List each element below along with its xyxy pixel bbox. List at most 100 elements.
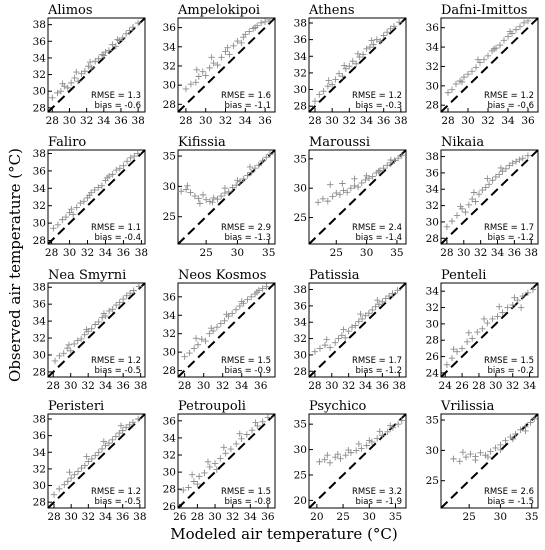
x-tick-label: 28 xyxy=(46,115,59,127)
data-point xyxy=(472,198,479,205)
y-tick-label: 32 xyxy=(33,200,46,212)
data-point xyxy=(374,296,381,304)
data-point xyxy=(469,195,476,203)
x-tick-label: 30 xyxy=(325,380,338,392)
y-tick-label: 30 xyxy=(294,444,307,456)
x-tick-label: 34 xyxy=(359,380,373,392)
x-tick-label: 30 xyxy=(199,115,212,127)
y-tick-label: 34 xyxy=(33,447,47,459)
data-point xyxy=(387,422,394,429)
rmse-label: RMSE = 2.6 xyxy=(484,487,534,497)
data-point xyxy=(362,176,369,184)
plot-frame xyxy=(308,17,407,113)
x-tick-label: 34 xyxy=(239,115,253,127)
data-point xyxy=(332,76,339,83)
y-tick-label: 38 xyxy=(33,148,46,160)
data-point xyxy=(248,427,256,434)
bias-label: bias = -0.3 xyxy=(355,101,402,111)
data-point xyxy=(487,448,494,455)
data-point xyxy=(259,418,266,425)
y-tick-label: 30 xyxy=(426,216,439,228)
y-tick-label: 34 xyxy=(426,42,440,54)
data-point xyxy=(504,304,511,311)
y-tick-label: 32 xyxy=(33,463,46,475)
data-point xyxy=(319,195,327,202)
y-tick-label: 30 xyxy=(294,349,307,361)
data-point xyxy=(368,37,375,44)
panel-title: Dafni-Imittos xyxy=(441,3,527,18)
y-tick-label: 28 xyxy=(163,365,176,377)
x-tick-label: 30 xyxy=(494,511,507,523)
bias-label: bias = -0.6 xyxy=(487,101,534,111)
data-point xyxy=(379,298,386,305)
data-point xyxy=(80,198,88,205)
data-point xyxy=(347,184,355,192)
data-point xyxy=(254,422,261,430)
data-point xyxy=(182,186,190,193)
x-tick-label: 35 xyxy=(262,247,275,259)
panel-title: Psychico xyxy=(309,399,367,414)
panel-title: Kifissia xyxy=(178,135,226,150)
data-point xyxy=(333,189,340,197)
data-point xyxy=(512,158,520,165)
y-tick-label: 30 xyxy=(294,183,307,195)
rmse-label: RMSE = 1.2 xyxy=(91,356,141,366)
data-point xyxy=(377,38,384,45)
data-point xyxy=(238,298,245,305)
y-tick-label: 24 xyxy=(426,367,440,379)
data-point xyxy=(64,478,71,485)
data-point xyxy=(263,283,270,290)
data-point xyxy=(443,361,451,368)
data-point xyxy=(193,66,201,73)
rmse-label: RMSE = 2.9 xyxy=(221,223,271,233)
x-tick-label: 24 xyxy=(439,380,453,392)
data-point xyxy=(511,294,518,301)
y-tick-label: 28 xyxy=(294,366,307,378)
panel-title: Peristeri xyxy=(48,399,104,414)
data-point xyxy=(489,177,496,184)
data-point xyxy=(259,157,266,165)
data-point xyxy=(354,50,362,57)
bias-label: bias = -1.1 xyxy=(224,101,271,111)
data-point xyxy=(232,306,240,313)
rmse-label: RMSE = 1.3 xyxy=(91,91,141,101)
x-tick-label: 32 xyxy=(82,511,95,523)
panel-title: Ampelokipoi xyxy=(177,3,260,18)
data-point xyxy=(59,80,66,87)
y-tick-label: 34 xyxy=(33,316,47,328)
data-point xyxy=(376,167,384,174)
data-point xyxy=(123,292,130,299)
data-point xyxy=(186,349,193,357)
plot-frame xyxy=(440,17,539,113)
y-tick-label: 30 xyxy=(163,181,176,193)
data-point xyxy=(129,419,137,426)
data-point xyxy=(512,26,520,33)
x-tick-label: 25 xyxy=(336,511,349,523)
data-point xyxy=(398,152,405,159)
x-tick-label: 34 xyxy=(97,115,111,127)
y-tick-label: 38 xyxy=(33,413,46,425)
data-point xyxy=(226,51,233,58)
x-tick-label: 36 xyxy=(521,115,535,127)
rmse-label: RMSE = 1.5 xyxy=(484,356,534,366)
data-point xyxy=(248,293,255,301)
x-tick-label: 30 xyxy=(208,511,221,523)
data-point xyxy=(56,352,63,360)
x-tick-label: 30 xyxy=(360,247,373,259)
data-point xyxy=(384,428,391,435)
data-point xyxy=(522,427,529,435)
x-tick-label: 32 xyxy=(216,380,229,392)
data-point xyxy=(327,181,334,188)
data-point xyxy=(233,181,240,189)
x-tick-label: 36 xyxy=(258,115,272,127)
data-point xyxy=(109,306,116,313)
data-point xyxy=(130,287,137,294)
identity-line xyxy=(440,17,539,113)
data-point xyxy=(240,175,247,183)
data-point xyxy=(74,337,81,344)
y-tick-label: 25 xyxy=(294,212,307,224)
data-point xyxy=(88,64,95,72)
